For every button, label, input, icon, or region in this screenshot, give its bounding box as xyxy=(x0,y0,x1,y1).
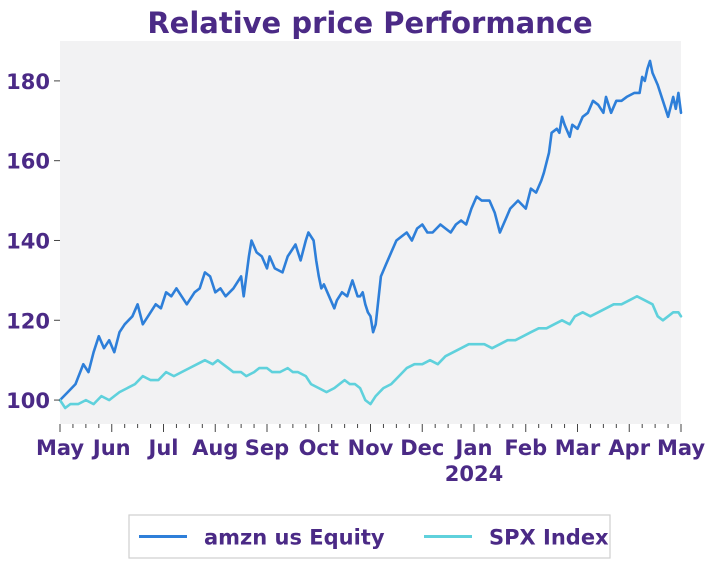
y-tick-label: 140 xyxy=(6,229,50,253)
y-tick-label: 100 xyxy=(6,389,50,413)
x-axis-year-label: 2024 xyxy=(445,462,503,486)
x-tick-label: Nov xyxy=(348,436,394,460)
x-axis: May Jun Jul Aug Sep Oct Nov Dec Jan Feb Mar Apr May xyxy=(36,424,705,460)
legend-box xyxy=(128,514,611,559)
y-axis: 100 120 140 160 180 xyxy=(6,70,60,413)
legend-label-2: SPX Index xyxy=(489,526,609,550)
x-tick-label: Mar xyxy=(555,436,601,460)
x-tick-label: Oct xyxy=(299,436,339,460)
series-layer xyxy=(58,59,683,410)
x-tick-label: Jul xyxy=(147,436,179,460)
x-tick-label: Aug xyxy=(192,436,238,460)
y-tick-label: 180 xyxy=(6,70,50,94)
y-tick-label: 120 xyxy=(6,309,50,333)
x-tick-label: Dec xyxy=(400,436,444,460)
x-tick-label: Feb xyxy=(504,436,547,460)
legend-label-1: amzn us Equity xyxy=(204,526,385,550)
x-tick-label: Jan xyxy=(454,436,493,460)
x-tick-label: May xyxy=(657,436,705,460)
x-tick-label: May xyxy=(36,436,84,460)
legend: amzn us Equity SPX Index xyxy=(128,514,611,559)
series-line-1 xyxy=(58,59,683,402)
plot-area xyxy=(60,41,681,424)
x-tick-label: Apr xyxy=(608,436,650,460)
chart-title: Relative price Performance xyxy=(147,6,592,40)
x-tick-label: Jun xyxy=(91,436,131,460)
x-tick-label: Sep xyxy=(245,436,289,460)
series-line-2 xyxy=(58,295,683,410)
y-tick-label: 160 xyxy=(6,150,50,174)
